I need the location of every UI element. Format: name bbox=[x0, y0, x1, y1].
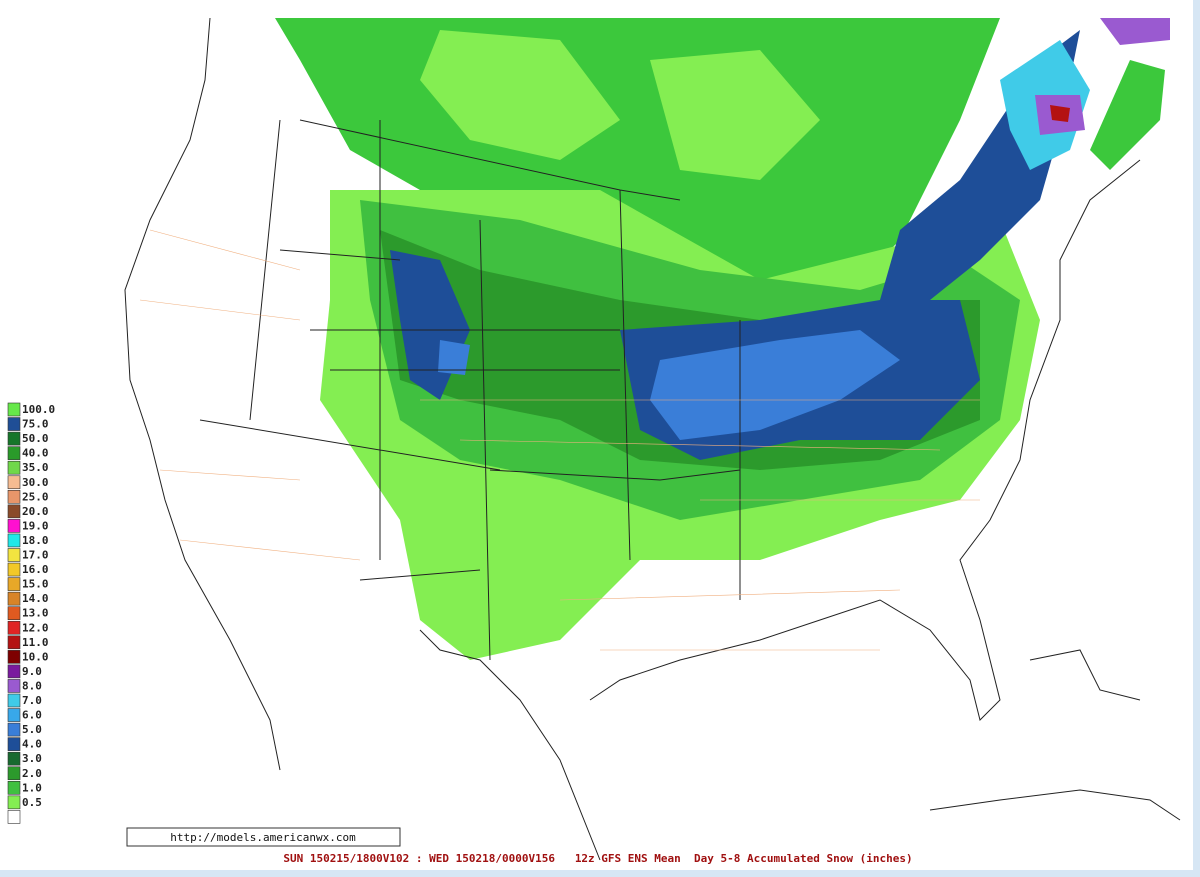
legend-label: 1.0 bbox=[22, 781, 42, 794]
legend-swatch bbox=[7, 606, 21, 621]
legend-swatch bbox=[7, 489, 21, 504]
legend-swatch bbox=[7, 795, 21, 810]
legend-swatch bbox=[7, 402, 21, 417]
legend-label: 6.0 bbox=[22, 709, 42, 722]
legend-label: 25.0 bbox=[22, 490, 49, 503]
legend-swatch bbox=[7, 780, 21, 795]
legend-label: 19.0 bbox=[22, 519, 49, 532]
legend-label: 100.0 bbox=[22, 403, 55, 416]
boundaries bbox=[124, 17, 1181, 861]
legend-swatch bbox=[7, 562, 21, 577]
legend-swatch bbox=[7, 679, 21, 693]
legend-label: 8.0 bbox=[22, 679, 42, 692]
legend-swatch bbox=[7, 460, 21, 475]
legend-label: 3.0 bbox=[22, 752, 42, 765]
legend-label: 75.0 bbox=[22, 418, 49, 431]
legend-label: 2.0 bbox=[22, 767, 42, 780]
legend-swatch bbox=[7, 708, 21, 722]
legend-label: 9.0 bbox=[22, 665, 42, 678]
legend-swatch bbox=[7, 751, 21, 766]
legend-label: 11.0 bbox=[22, 636, 49, 649]
legend-swatch bbox=[7, 650, 21, 664]
legend-label: 15.0 bbox=[22, 578, 49, 591]
legend-swatch bbox=[7, 446, 21, 460]
legend-label: 20.0 bbox=[22, 505, 49, 518]
legend-label: 40.0 bbox=[22, 447, 49, 460]
legend-swatch bbox=[7, 693, 21, 708]
legend-label: 18.0 bbox=[22, 534, 49, 547]
legend-label: 5.0 bbox=[22, 723, 42, 736]
legend-swatch bbox=[7, 577, 21, 591]
legend-swatch bbox=[7, 766, 21, 781]
legend-label: 7.0 bbox=[22, 694, 42, 707]
legend-label: 17.0 bbox=[22, 549, 49, 562]
legend-swatch bbox=[7, 475, 21, 490]
legend-swatch bbox=[7, 664, 21, 679]
legend-label: 13.0 bbox=[22, 607, 49, 620]
legend: 100.0 75.050.0 40.035.0 30.025.0 20.019.0 18.… bbox=[7, 402, 55, 824]
legend-label: 35.0 bbox=[22, 461, 49, 474]
legend-swatch bbox=[7, 722, 21, 737]
legend-label: 50.0 bbox=[22, 432, 49, 445]
legend-swatch bbox=[7, 810, 21, 824]
source-url: http://models.americanwx.com bbox=[170, 831, 356, 844]
legend-swatch bbox=[7, 431, 21, 446]
legend-swatch bbox=[7, 519, 21, 533]
url-box bbox=[126, 827, 401, 847]
legend-label: 14.0 bbox=[22, 592, 49, 605]
legend-swatch bbox=[7, 533, 21, 548]
legend-label: 4.0 bbox=[22, 738, 42, 751]
legend-swatch bbox=[7, 591, 21, 606]
legend-swatch bbox=[7, 504, 21, 519]
legend-label: 10.0 bbox=[22, 650, 49, 663]
legend-swatch bbox=[7, 737, 21, 751]
footer-caption: SUN 150215/1800V102 : WED 150218/0000V15… bbox=[283, 852, 912, 865]
legend-label: 0.5 bbox=[22, 796, 42, 809]
legend-label: 30.0 bbox=[22, 476, 49, 489]
window-border bbox=[1193, 0, 1200, 877]
snow-field bbox=[275, 18, 1170, 660]
legend-swatch bbox=[7, 620, 21, 635]
legend-swatch bbox=[7, 548, 21, 562]
legend-label: 12.0 bbox=[22, 621, 49, 634]
window-border bbox=[0, 870, 1200, 877]
legend-swatch bbox=[7, 635, 21, 650]
legend-swatch bbox=[7, 417, 21, 431]
legend-label: 16.0 bbox=[22, 563, 49, 576]
